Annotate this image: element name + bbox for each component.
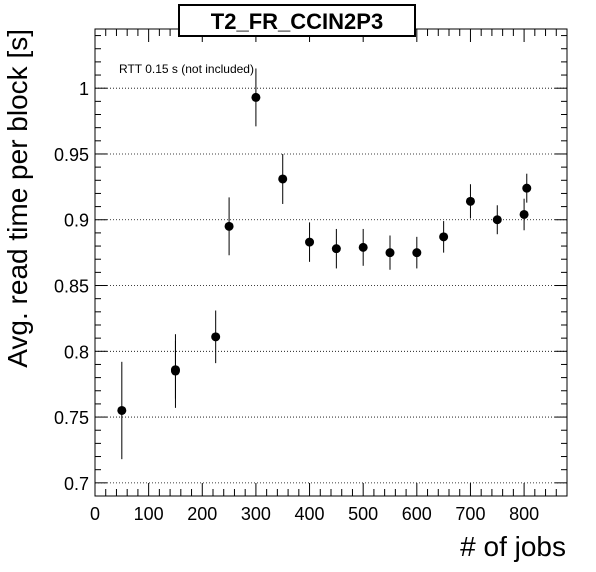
data-point xyxy=(492,215,502,225)
data-point xyxy=(519,209,529,219)
x-tick-label: 300 xyxy=(241,504,271,524)
chart-title: T2_FR_CCIN2P3 xyxy=(210,9,384,34)
x-tick-label: 100 xyxy=(134,504,164,524)
y-axis-label: Avg. read time per block [s] xyxy=(2,29,33,368)
x-axis-ticks: 0 100 200 300 400 500 600 700 800 xyxy=(90,29,568,524)
x-tick-label: 500 xyxy=(348,504,378,524)
data-point xyxy=(385,248,395,258)
y-tick-label: 0.95 xyxy=(54,145,89,165)
data-point xyxy=(278,174,288,184)
plot-frame xyxy=(94,28,568,497)
y-tick-label: 1 xyxy=(79,79,89,99)
y-tick-label: 0.85 xyxy=(54,277,89,297)
y-tick-label: 0.8 xyxy=(64,342,89,362)
x-tick-label: 200 xyxy=(187,504,217,524)
rtt-annotation: RTT 0.15 s (not included) xyxy=(119,62,254,76)
data-points xyxy=(117,68,532,460)
grid-lines xyxy=(95,87,567,484)
data-point xyxy=(251,92,261,102)
y-tick-label: 0.7 xyxy=(64,474,89,494)
data-point xyxy=(465,196,475,206)
data-point xyxy=(358,242,368,252)
x-tick-label: 800 xyxy=(509,504,539,524)
data-point xyxy=(412,248,422,258)
x-tick-label: 400 xyxy=(295,504,325,524)
x-tick-label: 0 xyxy=(90,504,100,524)
data-point xyxy=(305,237,315,247)
x-tick-label: 600 xyxy=(402,504,432,524)
data-point xyxy=(439,232,449,242)
x-axis-label: # of jobs xyxy=(460,531,566,562)
y-tick-label: 0.9 xyxy=(64,211,89,231)
y-axis-ticks: 0.7 0.75 0.8 0.85 0.9 0.95 1 xyxy=(54,35,567,497)
data-point xyxy=(331,244,341,254)
data-point xyxy=(170,366,180,376)
data-point xyxy=(522,183,532,193)
chart-title-box: T2_FR_CCIN2P3 xyxy=(178,4,416,37)
y-tick-label: 0.75 xyxy=(54,408,89,428)
x-tick-label: 700 xyxy=(455,504,485,524)
data-point xyxy=(117,405,127,415)
data-point xyxy=(211,332,221,342)
data-point xyxy=(224,221,234,231)
